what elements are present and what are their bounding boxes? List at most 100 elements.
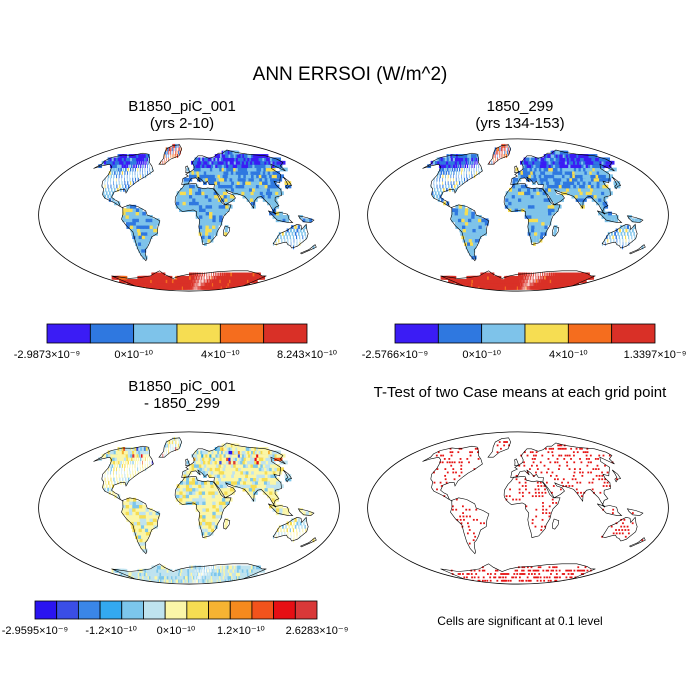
grid-cell bbox=[185, 275, 188, 280]
coastline-madagascar bbox=[552, 225, 560, 237]
grid-cell bbox=[107, 470, 109, 475]
grid-cell bbox=[204, 235, 208, 240]
significance-dot bbox=[474, 447, 477, 450]
grid-cell bbox=[536, 167, 541, 172]
grid-cell bbox=[440, 187, 442, 192]
significance-dot bbox=[507, 573, 510, 575]
grid-cell bbox=[250, 484, 256, 489]
grid-cell bbox=[177, 440, 179, 445]
grid-cell bbox=[224, 480, 230, 485]
grid-cell bbox=[186, 474, 190, 478]
grid-cell bbox=[139, 208, 143, 213]
grid-cell bbox=[448, 164, 451, 169]
grid-cell bbox=[195, 201, 200, 206]
grid-cell bbox=[133, 531, 139, 536]
grid-cell bbox=[108, 171, 111, 175]
grid-cell bbox=[558, 275, 562, 280]
grid-cell bbox=[195, 497, 200, 502]
significance-dot bbox=[535, 454, 537, 457]
grid-cell bbox=[197, 575, 198, 580]
grid-cell bbox=[278, 531, 280, 536]
grid-cell bbox=[129, 208, 133, 213]
grid-cell bbox=[467, 242, 472, 246]
significance-dot bbox=[566, 569, 569, 572]
grid-cell bbox=[520, 286, 522, 290]
grid-cell bbox=[202, 579, 204, 583]
grid-cell bbox=[185, 208, 190, 213]
grid-cell bbox=[135, 211, 140, 216]
grid-cell bbox=[275, 504, 280, 509]
grid-cell bbox=[151, 167, 153, 172]
grid-cell bbox=[204, 174, 209, 179]
grid-cell bbox=[530, 238, 534, 243]
grid-cell bbox=[136, 238, 142, 243]
significance-dot bbox=[518, 481, 521, 484]
grid-cell bbox=[218, 221, 223, 226]
grid-cell bbox=[134, 174, 136, 179]
grid-cell bbox=[196, 464, 200, 468]
grid-cell bbox=[186, 282, 189, 287]
coastlines bbox=[422, 437, 646, 585]
grid-cell bbox=[152, 221, 157, 226]
grid-cell bbox=[117, 460, 120, 465]
grid-cell bbox=[219, 508, 223, 512]
grid-cell bbox=[127, 460, 129, 465]
grid-cell bbox=[521, 275, 524, 280]
grid-cell bbox=[474, 221, 479, 226]
grid-cell bbox=[178, 572, 182, 577]
grid-cell bbox=[471, 245, 477, 250]
grid-cell bbox=[221, 204, 226, 209]
grid-cell bbox=[144, 528, 150, 533]
significance-dot bbox=[473, 569, 476, 572]
grid-cell bbox=[142, 460, 143, 465]
grid-cell bbox=[227, 480, 233, 485]
grid-cell bbox=[207, 453, 212, 458]
grid-cell bbox=[203, 464, 208, 468]
grid-cell bbox=[215, 518, 219, 522]
grid-cell bbox=[122, 208, 127, 213]
grid-cell bbox=[142, 467, 144, 472]
grid-cell bbox=[132, 511, 137, 516]
grid-cell bbox=[205, 497, 210, 502]
grid-cell bbox=[537, 279, 539, 284]
grid-cell bbox=[189, 494, 193, 499]
grid-cell bbox=[597, 167, 605, 172]
grid-cell bbox=[124, 474, 126, 478]
grid-cell bbox=[193, 171, 198, 175]
grid-cell bbox=[134, 464, 136, 468]
grid-cell bbox=[519, 286, 521, 290]
grid-cell bbox=[149, 164, 151, 169]
grid-cell bbox=[568, 187, 574, 192]
grid-cell bbox=[528, 275, 530, 280]
grid-cell bbox=[160, 565, 166, 570]
grid-cell bbox=[121, 171, 124, 175]
grid-cell bbox=[203, 474, 207, 478]
grid-cell bbox=[182, 487, 187, 492]
significance-dot bbox=[531, 451, 534, 454]
grid-cell bbox=[201, 282, 202, 287]
grid-cell bbox=[133, 238, 139, 243]
grid-cell bbox=[142, 518, 148, 522]
significance-dot bbox=[505, 498, 508, 501]
significance-dot bbox=[448, 458, 451, 460]
grid-cell bbox=[216, 484, 221, 489]
grid-cell bbox=[547, 275, 550, 280]
grid-cell bbox=[182, 501, 187, 506]
grid-cell bbox=[549, 174, 554, 179]
grid-cell bbox=[122, 184, 124, 189]
grid-cell bbox=[139, 238, 145, 243]
significance-dot bbox=[537, 569, 540, 572]
grid-cell bbox=[275, 470, 283, 475]
significance-dot bbox=[496, 579, 499, 582]
grid-cell bbox=[253, 484, 259, 489]
grid-cell bbox=[147, 524, 152, 529]
grid-cell bbox=[216, 167, 222, 172]
grid-cell bbox=[193, 279, 195, 284]
grid-cell bbox=[499, 147, 501, 152]
grid-cell bbox=[185, 494, 190, 499]
grid-cell bbox=[511, 204, 516, 209]
grid-cell bbox=[529, 187, 534, 192]
grid-cell bbox=[215, 275, 217, 280]
grid-cell bbox=[121, 157, 126, 162]
grid-cell bbox=[140, 457, 142, 462]
